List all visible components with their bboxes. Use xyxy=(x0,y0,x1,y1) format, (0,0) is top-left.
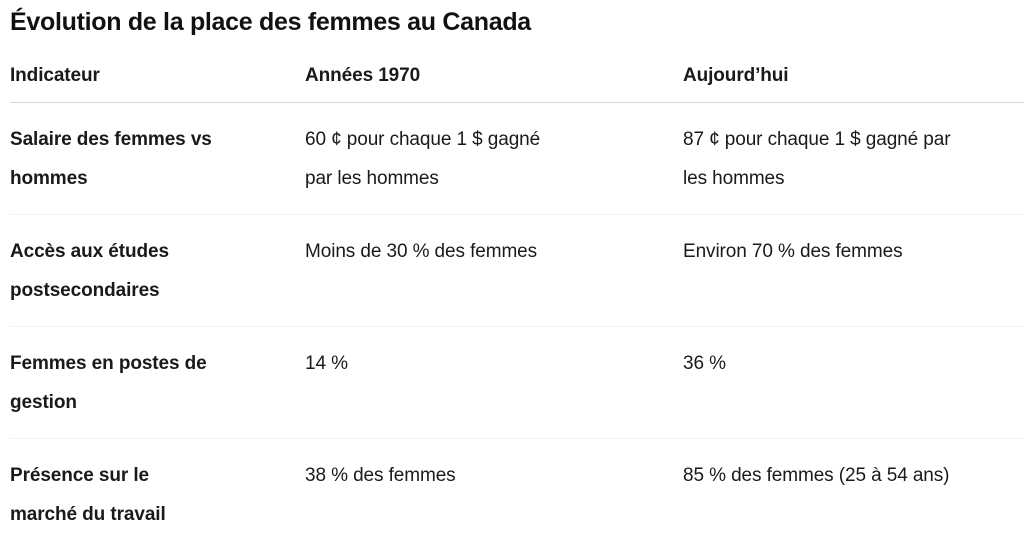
annees-1970-cell: 38 % des femmes xyxy=(305,465,456,486)
annees-1970-cell: 14 % xyxy=(305,353,348,374)
aujourdhui-cell: Environ 70 % des femmes xyxy=(683,241,903,262)
table-header-row: Indicateur Années 1970 Aujourd’hui xyxy=(10,38,1024,103)
table-row: Salaire des femmes vs hommes 60 ¢ pour c… xyxy=(10,103,1024,215)
annees-1970-cell: 60 ¢ pour chaque 1 $ gagné par les homme… xyxy=(305,129,541,189)
indicator-cell: Salaire des femmes vs hommes xyxy=(10,129,212,189)
aujourdhui-cell: 85 % des femmes (25 à 54 ans) xyxy=(683,465,950,486)
aujourdhui-cell: 36 % xyxy=(683,353,726,374)
table-title: Évolution de la place des femmes au Cana… xyxy=(10,8,531,36)
indicator-cell: Accès aux études postsecondaires xyxy=(10,241,169,301)
table-row: Accès aux études postsecondaires Moins d… xyxy=(10,215,1024,327)
table-row: Présence sur le marché du travail 38 % d… xyxy=(10,439,1024,550)
evolution-table: Évolution de la place des femmes au Cana… xyxy=(0,6,1024,550)
column-header-aujourdhui: Aujourd’hui xyxy=(683,65,789,86)
column-header-indicateur: Indicateur xyxy=(10,65,100,86)
aujourdhui-cell: 87 ¢ pour chaque 1 $ gagné par les homme… xyxy=(683,129,951,189)
table-row: Femmes en postes de gestion 14 % 36 % xyxy=(10,327,1024,439)
indicator-cell: Présence sur le marché du travail xyxy=(10,465,166,525)
annees-1970-cell: Moins de 30 % des femmes xyxy=(305,241,538,262)
indicator-cell: Femmes en postes de gestion xyxy=(10,353,207,413)
column-header-annees-1970: Années 1970 xyxy=(305,65,421,86)
